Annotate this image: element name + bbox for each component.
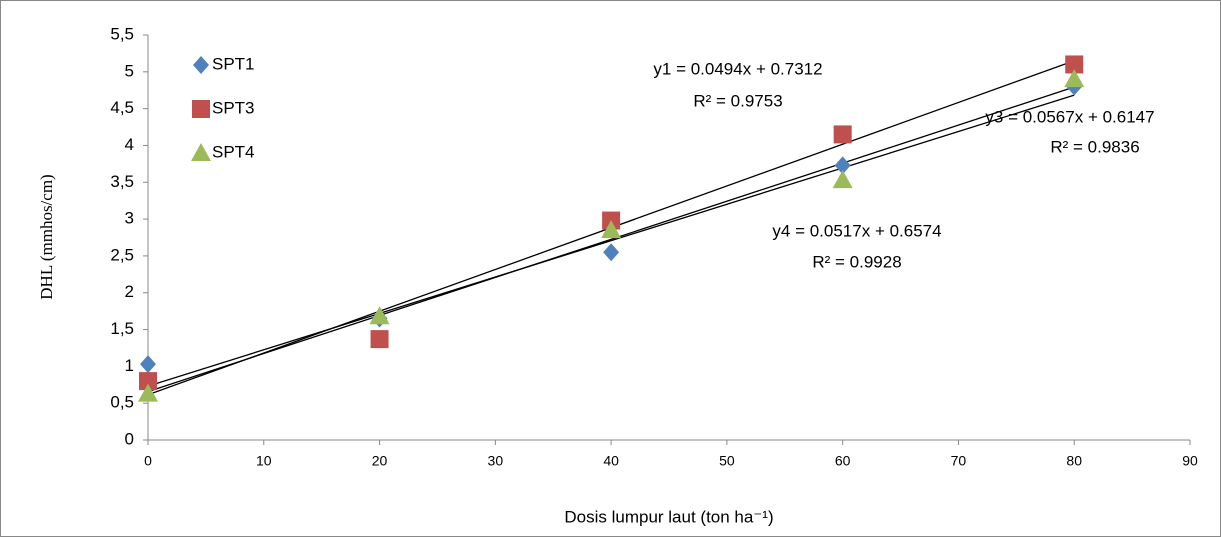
point xyxy=(833,125,852,144)
y-tick-label: 1,5 xyxy=(110,319,134,338)
x-tick-label: 80 xyxy=(1066,453,1082,469)
point xyxy=(138,383,158,402)
point xyxy=(369,306,390,325)
point xyxy=(140,355,156,374)
point xyxy=(601,220,622,239)
legend-label: SPT4 xyxy=(212,142,255,161)
y-tick-label: 0,5 xyxy=(110,393,134,412)
legend-marker xyxy=(192,100,210,118)
x-axis-label: Dosis lumpur laut (ton ha⁻¹) xyxy=(564,507,773,526)
x-tick-label: 90 xyxy=(1182,453,1198,469)
y-tick-label: 1 xyxy=(125,356,134,375)
point xyxy=(139,372,157,391)
x-tick-label: 10 xyxy=(256,453,272,469)
y-tick-label: 5,5 xyxy=(110,24,134,43)
legend-marker xyxy=(191,143,211,161)
x-tick-label: 20 xyxy=(372,453,388,469)
equation-label: y3 = 0.0567x + 0.6147 xyxy=(985,107,1154,126)
legend-label: SPT1 xyxy=(212,54,255,73)
x-tick-label: 0 xyxy=(144,453,152,469)
r2-label: R² = 0.9836 xyxy=(1050,137,1139,156)
r2-label: R² = 0.9928 xyxy=(812,252,901,271)
y-tick-label: 3,5 xyxy=(110,172,134,191)
point xyxy=(834,156,851,175)
r2-label: R² = 0.9753 xyxy=(693,91,782,110)
trendline xyxy=(147,86,1075,393)
x-tick-label: 60 xyxy=(835,453,851,469)
point xyxy=(603,243,620,262)
point xyxy=(1065,55,1084,74)
point xyxy=(832,170,853,189)
equation-label: y4 = 0.0517x + 0.6574 xyxy=(772,221,941,240)
y-tick-label: 0 xyxy=(125,429,134,448)
point xyxy=(370,330,389,349)
y-tick-label: 4,5 xyxy=(110,98,134,117)
legend-label: SPT3 xyxy=(212,98,255,117)
trendline xyxy=(147,94,1075,387)
y-tick-label: 5 xyxy=(125,61,134,80)
legend-marker xyxy=(193,56,209,74)
x-tick-label: 30 xyxy=(488,453,504,469)
y-tick-label: 2,5 xyxy=(110,245,134,264)
y-tick-label: 2 xyxy=(125,282,134,301)
y-tick-label: 4 xyxy=(125,135,134,154)
point xyxy=(1064,69,1085,88)
x-tick-label: 70 xyxy=(951,453,967,469)
x-tick-label: 50 xyxy=(719,453,735,469)
y-axis-label: DHL (mmhos/cm) xyxy=(37,174,56,299)
equation-label: y1 = 0.0494x + 0.7312 xyxy=(653,59,822,78)
x-tick-label: 40 xyxy=(603,453,619,469)
y-tick-label: 3 xyxy=(125,209,134,228)
